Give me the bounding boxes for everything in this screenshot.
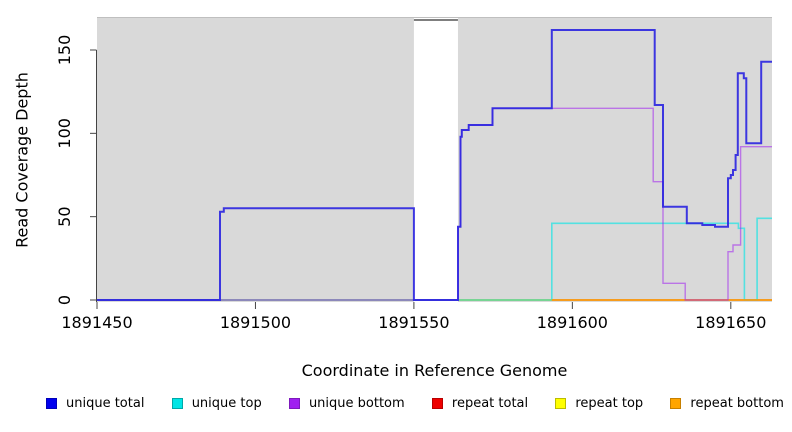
legend-label: repeat total <box>451 396 529 411</box>
series-unique-top-line <box>97 217 772 301</box>
legend-item-repeat-top: repeat top <box>555 396 643 411</box>
legend-item-unique-top: unique top <box>171 396 262 411</box>
x-tick-label: 1891450 <box>61 313 132 332</box>
legend: unique total unique top unique bottom repea… <box>46 396 784 411</box>
x-tick-label: 1891500 <box>220 313 291 332</box>
y-tick-label: 50 <box>55 206 74 226</box>
legend-item-unique-bottom: unique bottom <box>288 396 405 411</box>
legend-label: unique total <box>66 396 145 411</box>
legend-swatch-icon <box>288 398 300 409</box>
legend-label: repeat top <box>575 396 644 411</box>
legend-swatch-icon <box>46 398 57 409</box>
x-tick-label: 1891600 <box>537 313 608 332</box>
legend-swatch-icon <box>431 398 443 409</box>
y-tick-label: 150 <box>55 35 74 66</box>
y-tick-label: 100 <box>55 118 74 149</box>
x-tick-label: 1891650 <box>695 313 766 332</box>
gap-band <box>413 18 458 302</box>
x-axis-title: Coordinate in Reference Genome <box>301 361 568 380</box>
legend-swatch-icon <box>670 398 682 409</box>
legend-swatch-icon <box>555 398 567 409</box>
legend-label: unique top <box>191 396 262 411</box>
x-tick-label: 1891550 <box>378 313 449 332</box>
legend-label: unique bottom <box>308 396 405 411</box>
legend-item-repeat-bottom: repeat bottom <box>670 396 784 411</box>
y-axis-title: Read Coverage Depth <box>12 72 32 248</box>
legend-item-unique-total: unique total <box>46 396 144 411</box>
legend-swatch-icon <box>171 398 183 409</box>
series-unique-total-line <box>97 29 772 301</box>
y-tick-label: 0 <box>55 295 74 305</box>
legend-item-repeat-total: repeat total <box>431 396 529 411</box>
legend-label: repeat bottom <box>690 396 784 411</box>
